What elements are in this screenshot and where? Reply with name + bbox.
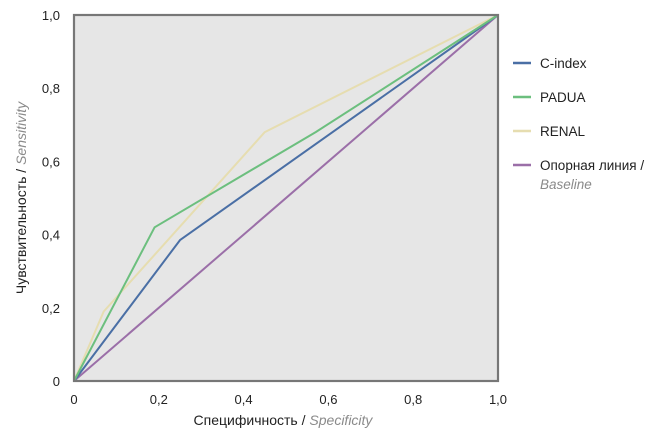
- x-axis-title-ru: Специфичность: [194, 412, 298, 428]
- x-axis-title: Специфичность / Specificity: [194, 412, 374, 428]
- series-line-2: [73, 14, 499, 382]
- x-axis-title-en: Specificity: [309, 412, 373, 428]
- x-tick-labels: 0 0,2 0,4 0,6 0,8 1,0: [70, 392, 507, 407]
- series-layer: [73, 14, 499, 382]
- legend-label: PADUA: [540, 90, 586, 105]
- x-tick-label: 0,2: [150, 392, 168, 407]
- y-axis-title: Чувствительность / Sensitivity: [13, 101, 29, 294]
- x-tick-label: 0,4: [235, 392, 253, 407]
- legend-label: C-index: [540, 56, 587, 71]
- y-axis-title-separator: /: [13, 165, 29, 177]
- y-tick-label: 0,8: [42, 81, 60, 96]
- y-axis-title-ru: Чувствительность: [13, 177, 29, 295]
- y-tick-label: 0,2: [42, 301, 60, 316]
- x-tick-label: 1,0: [489, 392, 507, 407]
- legend-label-en: Baseline: [540, 177, 592, 192]
- legend: C-index PADUA RENAL Опорная линия / Baseline: [513, 56, 644, 192]
- series-line-1: [73, 14, 499, 382]
- legend-label: Опорная линия /: [540, 158, 644, 173]
- x-tick-label: 0,8: [404, 392, 422, 407]
- series-line-3: [73, 14, 499, 382]
- plot-frame: [72, 13, 500, 383]
- y-tick-label: 0,6: [42, 154, 60, 169]
- y-tick-label: 0: [53, 374, 60, 389]
- x-tick-label: 0,6: [319, 392, 337, 407]
- y-tick-labels: 0 0,2 0,4 0,6 0,8 1,0: [42, 8, 60, 389]
- y-axis-title-en: Sensitivity: [13, 101, 29, 165]
- series-line-4: [73, 14, 499, 382]
- y-tick-label: 0,4: [42, 228, 60, 243]
- x-tick-label: 0: [70, 392, 77, 407]
- legend-label: RENAL: [540, 124, 586, 139]
- x-axis-title-separator: /: [298, 412, 310, 428]
- y-tick-label: 1,0: [42, 8, 60, 23]
